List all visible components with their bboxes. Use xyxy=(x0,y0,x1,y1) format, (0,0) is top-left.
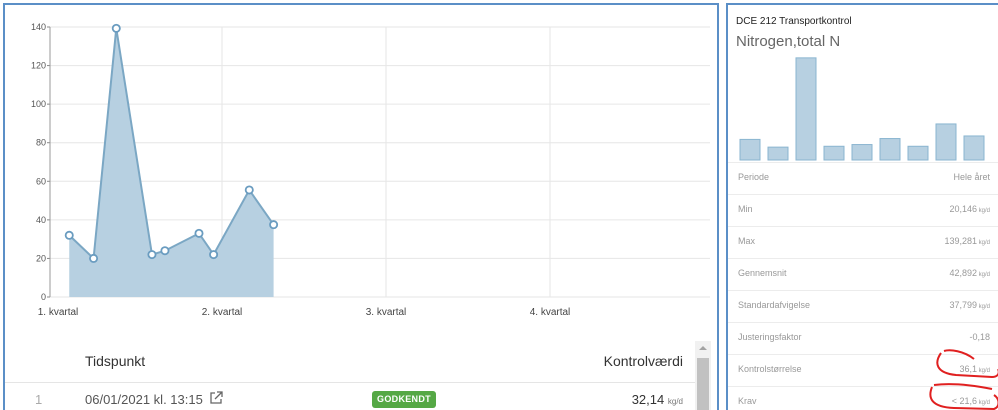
mini-bar xyxy=(907,145,929,161)
area-fill xyxy=(69,28,274,297)
stat-row: Max 139,281 kg/d xyxy=(728,226,998,257)
mini-bar xyxy=(879,138,901,161)
data-point[interactable] xyxy=(147,250,157,260)
stat-row: Periode Hele året xyxy=(728,162,998,193)
stat-value: -0,18 xyxy=(969,332,990,342)
stat-row: Standardafvigelse 37,799 kg/d xyxy=(728,290,998,321)
table-scrollbar[interactable] xyxy=(695,341,711,410)
stat-row: Gennemsnit 42,892 kg/d xyxy=(728,258,998,289)
x-tick-label: 2. kvartal xyxy=(202,307,243,318)
x-tick-label: 1. kvartal xyxy=(38,307,79,318)
y-tick-label: 20 xyxy=(36,253,46,263)
data-point[interactable] xyxy=(269,220,279,230)
stat-label: Kontrolstørrelse xyxy=(738,364,802,374)
external-link-icon[interactable] xyxy=(208,390,224,406)
mini-bar xyxy=(739,138,761,161)
stat-row: Krav < 21,6 kg/d xyxy=(728,386,998,410)
scroll-thumb[interactable] xyxy=(697,358,709,410)
status-badge: GODKENDT xyxy=(372,391,436,408)
y-tick-label: 0 xyxy=(41,292,46,302)
trend-panel: 0 20 40 60 80 100 120 140 1. kvartal 2. kvartal 3.… xyxy=(3,3,719,410)
panel-subtitle: Nitrogen,total N xyxy=(736,33,841,50)
table-header: Tidspunkt Kontrolværdi xyxy=(5,341,695,383)
column-header-value: Kontrolværdi xyxy=(603,353,683,369)
stat-row: Min 20,146 kg/d xyxy=(728,194,998,225)
data-point[interactable] xyxy=(64,230,74,240)
stats-panel: DCE 212 Transportkontrol Nitrogen,total … xyxy=(726,3,998,410)
mini-bar xyxy=(851,144,873,161)
data-point[interactable] xyxy=(111,23,121,33)
data-point[interactable] xyxy=(89,253,99,263)
mini-bar xyxy=(767,146,789,161)
stat-unit: kg/d xyxy=(976,240,990,246)
stat-unit: kg/d xyxy=(976,272,990,278)
y-tick-label: 100 xyxy=(31,99,46,109)
stat-label: Max xyxy=(738,236,756,246)
stat-value: Hele året xyxy=(953,172,990,182)
stat-unit: kg/d xyxy=(976,368,990,374)
y-tick-label: 140 xyxy=(31,22,46,32)
mini-bar-chart xyxy=(739,57,985,161)
data-point[interactable] xyxy=(244,185,254,195)
panel-title: DCE 212 Transportkontrol xyxy=(736,16,852,27)
red-annotation-marks xyxy=(929,349,998,410)
table-row[interactable]: 1 06/01/2021 kl. 13:15 GODKENDT 32,14 kg… xyxy=(5,384,695,410)
stat-label: Min xyxy=(738,204,753,214)
stat-value: 37,799 kg/d xyxy=(949,300,990,310)
mini-bar xyxy=(963,135,985,161)
row-unit: kg/d xyxy=(667,397,683,406)
row-value: 32,14 xyxy=(631,392,665,407)
row-index: 1 xyxy=(35,392,43,407)
stat-label: Standardafvigelse xyxy=(738,300,811,310)
data-point[interactable] xyxy=(160,246,170,256)
y-tick-label: 40 xyxy=(36,215,46,225)
stat-label: Krav xyxy=(738,396,757,406)
mini-bar xyxy=(795,57,817,161)
data-point[interactable] xyxy=(194,228,204,238)
y-tick-label: 80 xyxy=(36,138,46,148)
stat-value: 42,892 kg/d xyxy=(949,268,990,278)
column-header-time: Tidspunkt xyxy=(85,353,146,369)
stat-row: Justeringsfaktor -0,18 xyxy=(728,322,998,353)
stat-label: Periode xyxy=(738,172,770,182)
stat-value: 36,1 kg/d xyxy=(959,364,990,374)
stat-value: < 21,6 kg/d xyxy=(951,396,990,406)
area-chart: 0 20 40 60 80 100 120 140 1. kvartal 2. kvartal 3.… xyxy=(31,22,710,318)
stat-unit: kg/d xyxy=(976,304,990,310)
x-tick-label: 4. kvartal xyxy=(530,307,571,318)
data-point[interactable] xyxy=(209,250,219,260)
stat-value: 20,146 kg/d xyxy=(949,204,990,214)
y-tick-label: 60 xyxy=(36,176,46,186)
stat-unit: kg/d xyxy=(976,400,990,406)
stat-label: Gennemsnit xyxy=(738,268,787,278)
row-time: 06/01/2021 kl. 13:15 xyxy=(85,392,203,407)
stat-unit: kg/d xyxy=(976,208,990,214)
mini-bar xyxy=(935,123,957,161)
scroll-up-icon[interactable] xyxy=(695,341,711,355)
mini-bar xyxy=(823,145,845,161)
stat-row: Kontrolstørrelse 36,1 kg/d xyxy=(728,354,998,385)
y-tick-label: 120 xyxy=(31,61,46,71)
x-tick-label: 3. kvartal xyxy=(366,307,407,318)
stat-label: Justeringsfaktor xyxy=(738,332,802,342)
stat-value: 139,281 kg/d xyxy=(944,236,990,246)
